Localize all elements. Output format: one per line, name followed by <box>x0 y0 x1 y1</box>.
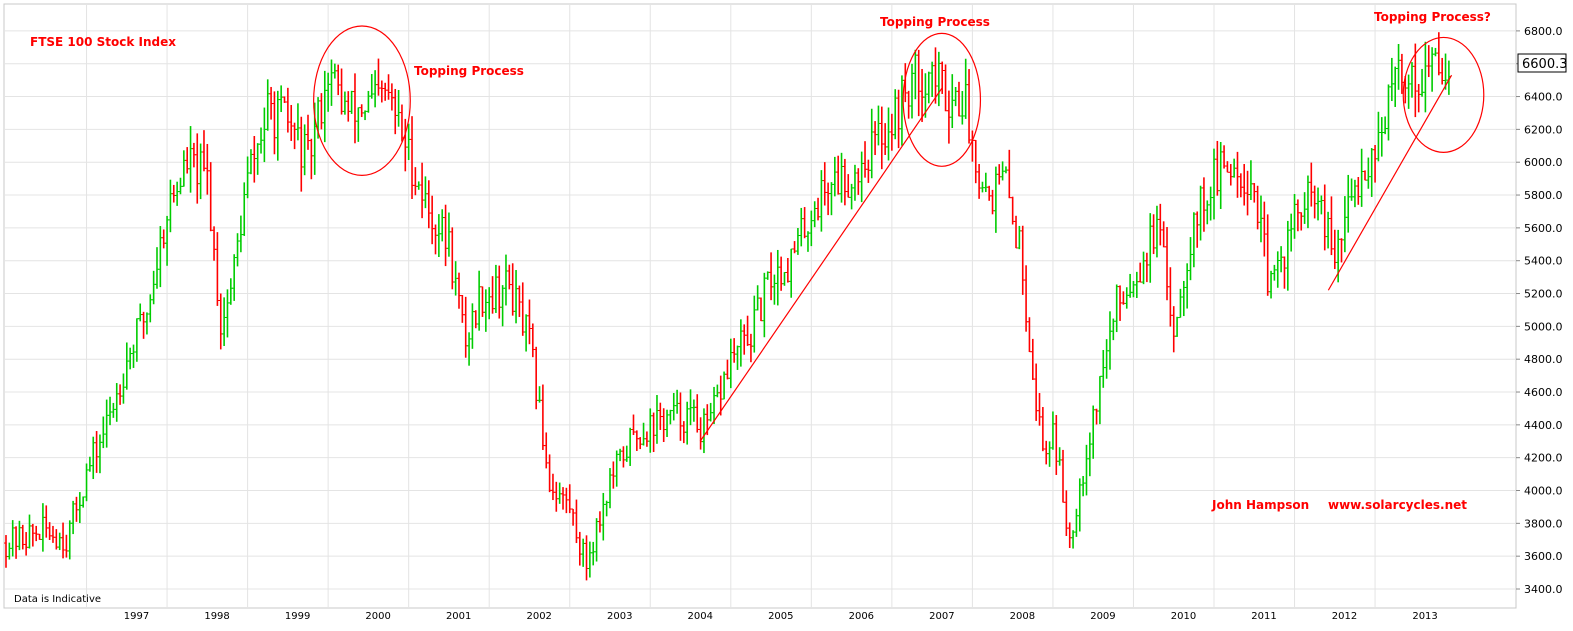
y-tick-label: 6400.0 <box>1524 91 1563 104</box>
y-tick-label: 5800.0 <box>1524 189 1563 202</box>
x-tick-label: 2008 <box>1010 611 1035 622</box>
y-tick-label: 5400.0 <box>1524 255 1563 268</box>
topping-circle-3 <box>1402 36 1485 153</box>
x-tick-label: 2004 <box>688 611 713 622</box>
x-tick-label: 2003 <box>607 611 632 622</box>
x-tick-label: 2010 <box>1171 611 1196 622</box>
website-credit: www.solarcycles.net <box>1328 498 1467 512</box>
y-tick-label: 6000.0 <box>1524 156 1563 169</box>
x-tick-label: 2009 <box>1090 611 1115 622</box>
x-tick-label: 2012 <box>1332 611 1357 622</box>
x-tick-label: 2011 <box>1251 611 1276 622</box>
y-tick-label: 4000.0 <box>1524 485 1563 498</box>
last-price-badge: 6600.3 <box>1517 53 1568 73</box>
annotation-overlays <box>313 25 1485 442</box>
y-tick-label: 4400.0 <box>1524 419 1563 432</box>
y-tick-label: 4800.0 <box>1524 353 1563 366</box>
x-tick-label: 2002 <box>526 611 551 622</box>
x-tick-label: 1999 <box>285 611 310 622</box>
y-tick-label: 5200.0 <box>1524 288 1563 301</box>
y-tick-label: 6200.0 <box>1524 123 1563 136</box>
x-tick-label: 2005 <box>768 611 793 622</box>
chart-title: FTSE 100 Stock Index <box>30 35 176 49</box>
data-note: Data is Indicative <box>14 594 101 605</box>
y-tick-label: 4600.0 <box>1524 386 1563 399</box>
y-tick-label: 5600.0 <box>1524 222 1563 235</box>
x-tick-label: 2013 <box>1412 611 1437 622</box>
annotation-topping-2: Topping Process <box>880 15 990 29</box>
annotation-topping-3: Topping Process? <box>1374 10 1491 24</box>
topping-circle-1 <box>313 25 411 176</box>
trendline-1 <box>699 88 943 442</box>
topping-circle-2 <box>902 32 982 167</box>
y-tick-label: 4200.0 <box>1524 452 1563 465</box>
trendline-2 <box>1327 74 1453 291</box>
x-tick-label: 1997 <box>124 611 149 622</box>
plot-frame <box>3 3 1517 609</box>
x-tick-label: 2007 <box>929 611 954 622</box>
last-price-label: 6600.3 <box>1522 57 1568 72</box>
last-price-box <box>1517 53 1567 73</box>
annotation-topping-1: Topping Process <box>414 64 524 78</box>
grid-lines <box>4 4 1516 608</box>
author-credit: John Hampson <box>1211 498 1309 512</box>
x-tick-label: 1998 <box>204 611 229 622</box>
y-tick-label: 3800.0 <box>1524 517 1563 530</box>
y-tick-label: 6800.0 <box>1524 25 1563 38</box>
y-tick-label: 3400.0 <box>1524 583 1563 596</box>
y-tick-label: 3600.0 <box>1524 550 1563 563</box>
x-tick-label: 2006 <box>849 611 874 622</box>
x-tick-label: 2000 <box>365 611 390 622</box>
price-bars <box>4 32 1451 581</box>
y-tick-label: 5000.0 <box>1524 320 1563 333</box>
x-tick-label: 2001 <box>446 611 471 622</box>
